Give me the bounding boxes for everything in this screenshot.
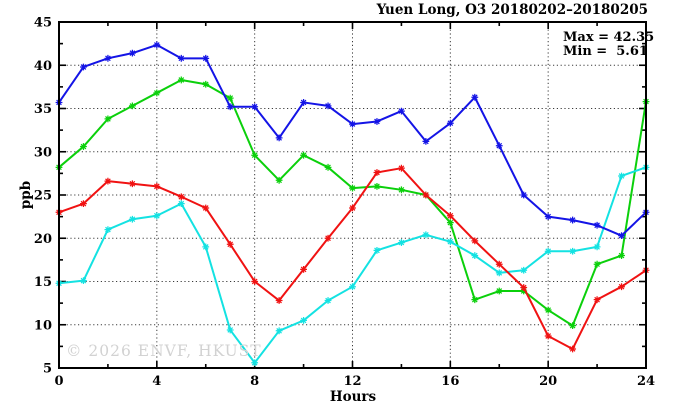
series-cyan-markers (55, 163, 650, 367)
y-tick-label: 5 (43, 362, 52, 377)
x-axis-label: Hours (330, 389, 377, 405)
x-tick-label: 24 (637, 374, 655, 389)
y-tick-label: 40 (34, 59, 52, 74)
plot-frame (58, 21, 647, 369)
y-tick-label: 15 (34, 275, 52, 290)
x-tick-label: 4 (152, 374, 161, 389)
gridlines (59, 22, 646, 368)
data-series (55, 41, 650, 367)
x-tick-label: 12 (343, 374, 361, 389)
series-cyan-line (58, 166, 647, 364)
y-tick-label: 25 (34, 189, 52, 204)
watermark: © 2026 ENVF, HKUST (66, 342, 262, 360)
chart-title: Yuen Long, O3 20180202–20180205 (376, 2, 648, 18)
x-tick-label: 8 (250, 374, 259, 389)
y-tick-label: 35 (34, 102, 52, 117)
y-tick-label: 20 (34, 232, 52, 247)
y-axis-label: ppb (18, 181, 34, 209)
x-tick-label: 0 (54, 374, 63, 389)
series-green-markers (55, 76, 650, 330)
x-tick-label: 20 (539, 374, 557, 389)
y-tick-label: 10 (34, 318, 52, 333)
tick-labels: 0 4 8 12 16 20 24 5 10 15 20 25 30 35 40 45 (34, 16, 655, 390)
y-tick-label: 30 (34, 145, 52, 160)
max-annotation: Max = 42.35 (563, 30, 654, 45)
x-tick-label: 16 (441, 374, 459, 389)
y-tick-label: 45 (34, 16, 52, 31)
min-annotation: Min = 5.61 (563, 44, 648, 59)
